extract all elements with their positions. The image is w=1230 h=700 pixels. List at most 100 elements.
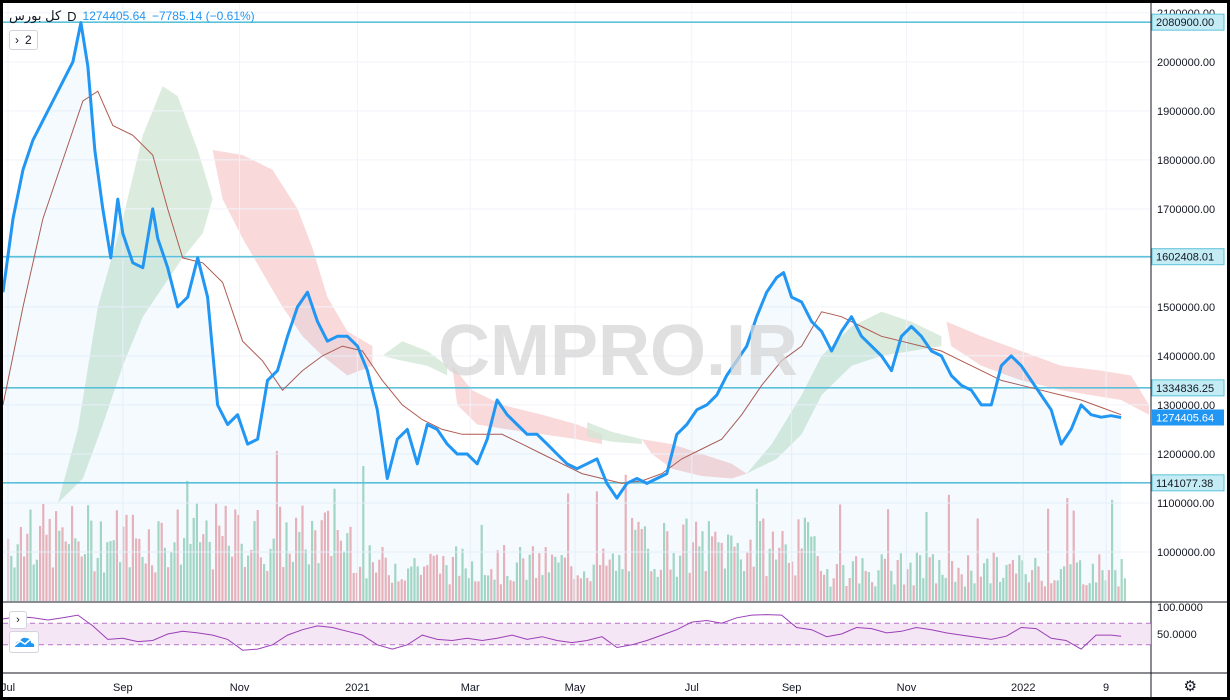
volume-bar [1040,580,1043,601]
volume-bar [439,573,442,601]
volume-bar [119,562,122,601]
price-grid [3,3,1151,601]
volume-bar [19,526,22,601]
x-tick-label: Jul [685,682,699,694]
volume-bar [621,569,624,601]
volume-bar [1082,584,1085,601]
volume-bar [592,564,595,601]
volume-bar [1037,566,1040,601]
volume-bar [813,536,816,601]
rsi-tick-label: 100.0000 [1157,602,1203,614]
volume-bar [759,521,762,601]
volume-bar [199,542,202,601]
volume-bar [554,556,557,601]
volume-bar [426,565,429,601]
symbol-name[interactable]: کل بورس [9,8,62,23]
volume-bar [112,540,115,601]
time-axis[interactable]: Jul Sep Nov 2021 Mar May Jul Sep Nov 2022 9 [3,682,1109,694]
volume-bar [1027,582,1030,601]
volume-bar [999,581,1002,601]
volume-bar [35,559,38,601]
volume-bar [333,488,336,601]
volume-bar [1059,569,1062,601]
volume-bar [736,543,739,601]
volume-bar [976,518,979,601]
gear-icon[interactable]: ⚙ [1183,678,1197,695]
volume-bar [1114,570,1117,601]
volume-bar [435,554,438,601]
volume-bar [560,554,563,601]
level-tag-label: 1602408.01 [1156,252,1214,264]
volume-bar [141,556,144,601]
chart-frame: CMPRO.IR 1000000.00 1100000.00 1200000.00 1… [3,3,1227,697]
volume-bar [387,575,390,601]
volume-bar [259,557,262,601]
volume-bar [1015,573,1018,601]
volume-bar [122,526,125,601]
cloud-segment [746,311,942,474]
volume-bar [202,534,205,601]
volume-bar [1031,570,1034,601]
volume-bar [1088,583,1091,601]
horizontal-levels[interactable] [3,21,1151,484]
interval-label[interactable]: D [67,8,77,24]
volume-bar [282,566,285,601]
volume-bar [794,575,797,601]
volume-bar [608,559,611,601]
volume-bar [323,512,326,601]
volume-bar [583,571,586,601]
volume-bar [544,547,547,601]
volume-bar [39,525,42,601]
rsi-cloud-icon[interactable] [9,631,39,653]
y-tick-label: 1000000.00 [1157,547,1215,559]
volume-bar [1056,580,1059,601]
volume-bar [1101,570,1104,601]
volume-bar [263,564,266,601]
volume-bar [858,583,861,601]
volume-bar [256,509,259,601]
volume-bar [701,531,704,601]
volume-bar [320,520,323,601]
volume-bar [304,549,307,601]
cloud-segment [212,150,373,376]
volume-bar [611,553,614,601]
volume-bar [1098,554,1101,601]
volume-bar [656,576,659,601]
volume-bar [269,548,272,601]
volume-bar [275,450,278,601]
volume-bar [445,565,448,601]
x-tick-label: Nov [230,682,250,694]
volume-bar [487,575,490,601]
volume-bar [499,584,502,601]
volume-bar [10,555,13,601]
volume-bar [317,563,320,601]
volume-bar [13,567,16,601]
chart-canvas[interactable]: CMPRO.IR 1000000.00 1100000.00 1200000.00 1… [3,3,1227,697]
volume-bar [576,575,579,601]
volume-bar [890,570,893,601]
volume-bar [307,564,310,601]
rsi-legend-toggle-button[interactable]: › [9,611,27,629]
rsi-tick-label: 50.0000 [1157,629,1197,641]
volume-bar [1111,499,1114,601]
volume-bar [208,541,211,601]
volume-bar [1008,563,1011,601]
y-tick-label: 1300000.00 [1157,400,1215,412]
x-tick-label: Mar [461,682,480,694]
volume-bar [221,536,224,601]
volume-bar [87,505,90,601]
volume-bar [666,531,669,601]
indicators-toggle-button[interactable]: › 2 [9,30,38,50]
volume-bar [483,575,486,601]
volume-bar [176,509,179,601]
volume-bar [234,509,237,601]
x-tick-label: 2021 [345,682,369,694]
volume-bar [266,570,269,601]
volume-bar [365,578,368,601]
last-price-tag [1152,409,1224,426]
volume-bar [957,567,960,601]
volume-bar [531,546,534,601]
volume-bar [967,555,970,601]
volume-bar [787,562,790,601]
volume-bar [451,556,454,601]
